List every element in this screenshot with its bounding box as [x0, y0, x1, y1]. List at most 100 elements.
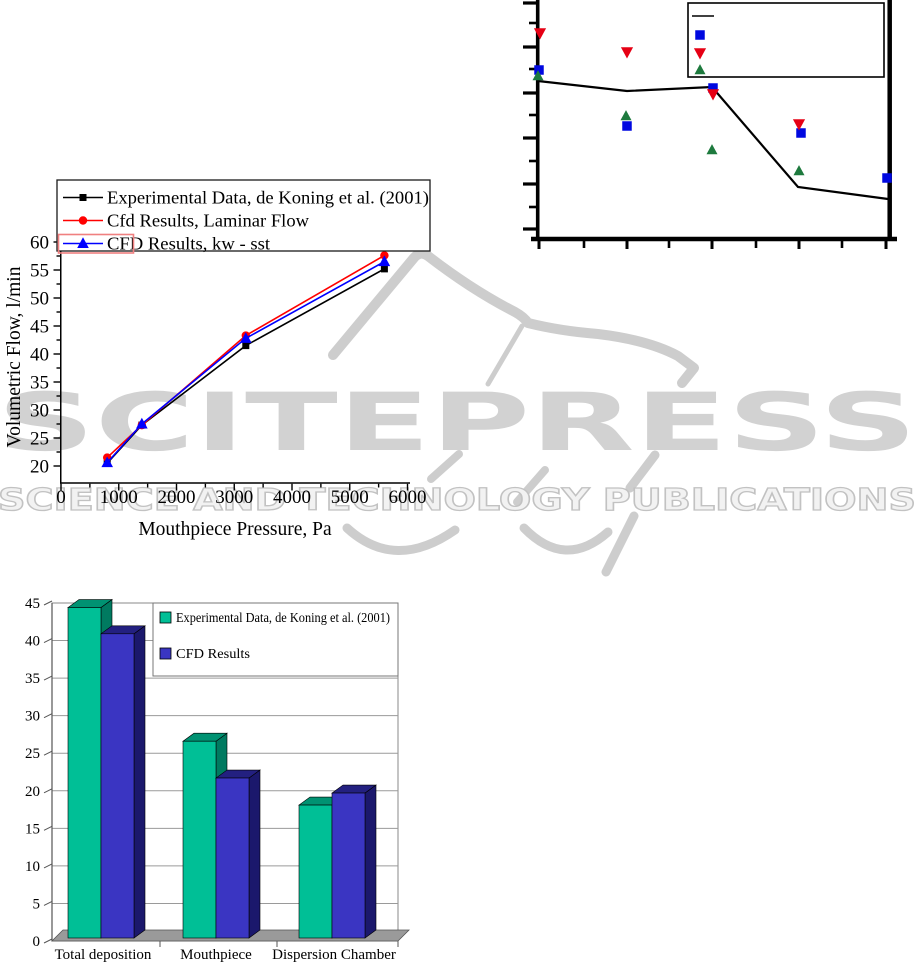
legend-box: [687, 2, 885, 78]
y-tick-label: 5: [33, 896, 41, 912]
logo-slash-3: [625, 450, 660, 493]
x-tick-label: 1000: [100, 487, 138, 508]
tick-labels: 0 1000 2000 3000 4000 5000 6000 20 25 30 35 40 45 50 5…: [30, 233, 427, 509]
y-tick-label: 45: [25, 596, 40, 612]
x-tick-label: 6000: [389, 487, 427, 508]
legend-entry: CFD Results, kw - sst: [63, 234, 270, 254]
y-tick-labels: 0 5 10 15 20 25 30 35 40 45: [25, 596, 40, 950]
legend-box: Experimental Data, de Koning et al. (200…: [56, 179, 431, 254]
data-point-marker: [532, 70, 544, 81]
y-tick-label: 0: [33, 934, 41, 950]
bar-front: [182, 740, 217, 939]
logo-center-crease: [485, 323, 525, 387]
legend-marker: [694, 64, 706, 75]
bar-side: [133, 625, 146, 939]
y-axis: [43, 600, 53, 944]
logo-right-page: [523, 318, 699, 388]
x-axis-title: Mouthpiece Pressure, Pa: [138, 519, 332, 540]
bar-0-1: [100, 625, 146, 939]
y-tick: [43, 713, 53, 719]
green-triangles-up: [532, 70, 805, 176]
x-tick-label: 3000: [215, 487, 253, 508]
y-tick-label: 25: [30, 429, 49, 450]
y-tick: [43, 938, 53, 944]
x-tick-label: 2000: [158, 487, 196, 508]
ticks: [53, 241, 409, 491]
bar-1-1: [215, 769, 261, 939]
legend-label: CFD Results, kw - sst: [107, 234, 270, 254]
y-tick: [43, 900, 53, 906]
legend-label: CFD Results: [176, 647, 250, 662]
red-triangles-down: [533, 28, 806, 131]
bar-side: [364, 784, 377, 939]
blue-squares: [534, 65, 892, 183]
y-tick-label: 30: [25, 709, 40, 725]
bar-front: [215, 777, 250, 939]
data-point-marker: [882, 173, 892, 183]
logo-lower-right-curve: [519, 523, 613, 555]
bar-front: [298, 804, 333, 939]
watermark-logo: [328, 248, 699, 577]
y-tick-label: 10: [25, 859, 40, 875]
data-point-marker: [534, 65, 544, 75]
legend-swatch: [159, 647, 172, 660]
data-point-marker: [708, 83, 718, 93]
data-point-marker: [796, 128, 806, 138]
data-point-marker: [242, 342, 250, 350]
x-tick-label: 4000: [273, 487, 311, 508]
logo-left-page: [328, 248, 533, 360]
series-line: [106, 254, 385, 459]
series-line: [106, 268, 385, 464]
watermark-brand-text: SCITEPRESS: [0, 376, 915, 469]
series-0: [103, 265, 388, 467]
y-tick-label: 50: [30, 289, 49, 310]
data-point-marker: [620, 110, 632, 121]
y-tick-label: 35: [25, 671, 40, 687]
data-point-marker: [620, 47, 634, 59]
y-tick: [43, 863, 53, 869]
y-tick-label: 15: [25, 821, 40, 837]
legend-box: Experimental Data, de Koning et al. (200…: [152, 602, 399, 677]
logo-slash-1: [427, 450, 463, 483]
data-point-marker: [533, 28, 547, 40]
legend-entry: Experimental Data, de Koning et al. (200…: [159, 611, 390, 626]
data-point-marker: [101, 456, 113, 468]
y-tick: [43, 788, 53, 794]
logo-slash-2: [513, 466, 549, 506]
data-point-marker: [136, 417, 148, 429]
x-tick-label: 0: [56, 487, 66, 508]
legend-frame: [152, 602, 399, 677]
y-tick: [43, 675, 53, 681]
data-point-marker: [793, 165, 805, 176]
y-tick-label: 60: [30, 233, 49, 254]
logo-lower-left-curve: [342, 523, 460, 555]
legend-marker: [77, 237, 89, 248]
legend-entry: Experimental Data, de Koning et al. (200…: [63, 188, 429, 208]
legend-entry: CFD Results: [159, 647, 250, 662]
y-tick: [43, 638, 53, 644]
plot-frame: [60, 230, 410, 484]
watermark-tagline-text: SCIENCE AND TECHNOLOGY PUBLICATIONS: [0, 483, 915, 518]
y-tick-label: 40: [25, 634, 40, 650]
data-point-marker: [706, 89, 720, 101]
y-tick-label: 35: [30, 373, 49, 394]
flow-vs-pressure-chart: 0 1000 2000 3000 4000 5000 6000 20 25 30 35 40 45 50 5…: [4, 179, 431, 540]
category-label: Total deposition: [55, 947, 152, 963]
bar-front: [100, 633, 135, 939]
bar-front: [67, 607, 102, 939]
category-label: Mouthpiece: [180, 947, 252, 963]
y-tick-label: 25: [25, 746, 40, 762]
legend-marker: [79, 194, 87, 201]
legend-frame: [56, 179, 431, 252]
logo-slash-4: [601, 511, 639, 577]
category-label: Dispersion Chamber: [272, 947, 396, 963]
legend-marker: [695, 30, 705, 40]
top-right-cropped-chart: [523, 0, 897, 249]
y-tick-label: 40: [30, 345, 49, 366]
plot-frame: [531, 0, 897, 242]
data-point-marker: [378, 255, 391, 267]
legend-swatch: [159, 611, 172, 624]
legend-marker: [78, 216, 88, 225]
